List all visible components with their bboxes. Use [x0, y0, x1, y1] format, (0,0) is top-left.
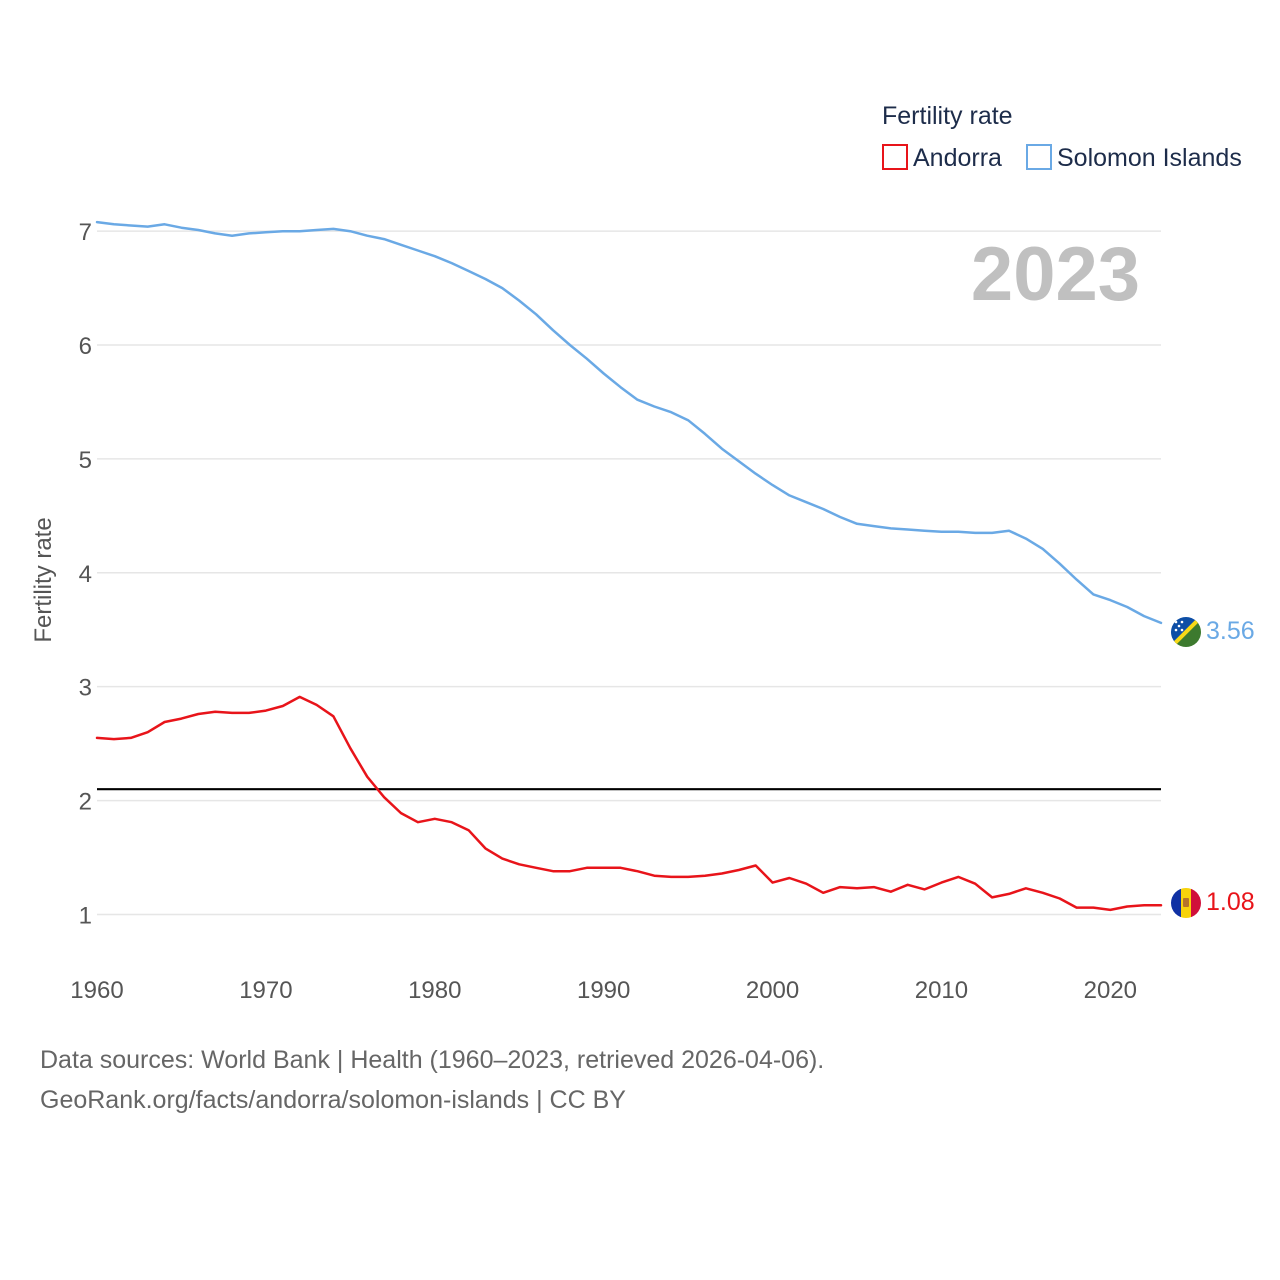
- solomon-islands-flag-icon: [1171, 617, 1201, 647]
- series-line-andorra[interactable]: [95, 695, 1163, 912]
- source-line: Data sources: World Bank | Health (1960–…: [40, 1046, 825, 1074]
- legend-label-solomon-islands: Solomon Islands: [1057, 144, 1242, 172]
- legend: Fertility rate Andorra Solomon Islands: [882, 102, 1242, 172]
- legend-item-andorra[interactable]: Andorra: [882, 144, 1002, 172]
- year-label: 2023: [971, 232, 1140, 317]
- x-tick-label-2000: 2000: [746, 977, 799, 1004]
- y-tick-label-3: 3: [79, 675, 92, 702]
- fertility-rate-chart: 1 2 3 4 5 6 7 1960 1970 1980 1990 2000 2010 2020 Fert…: [30, 102, 1255, 1004]
- credit-line: GeoRank.org/facts/andorra/solomon-island…: [40, 1086, 626, 1114]
- y-tick-label-1: 1: [79, 902, 92, 929]
- y-tick-label-7: 7: [79, 219, 92, 246]
- y-tick-label-2: 2: [79, 789, 92, 816]
- x-tick-label-2010: 2010: [915, 977, 968, 1004]
- source-note: Data sources: World Bank | Health (1960–…: [40, 1040, 824, 1120]
- x-tick-label-1960: 1960: [70, 977, 123, 1004]
- x-tick-label-1970: 1970: [239, 977, 292, 1004]
- legend-title: Fertility rate: [882, 102, 1013, 130]
- x-tick-label-1990: 1990: [577, 977, 630, 1004]
- series-lines: [95, 220, 1163, 912]
- end-label-solomon-islands: 3.56: [1206, 617, 1255, 645]
- legend-label-andorra: Andorra: [913, 144, 1002, 172]
- legend-swatch-solomon-islands: [1026, 144, 1052, 170]
- y-tick-label-4: 4: [79, 561, 92, 588]
- x-tick-label-2020: 2020: [1084, 977, 1137, 1004]
- y-axis-title: Fertility rate: [30, 517, 57, 642]
- end-label-andorra: 1.08: [1206, 888, 1255, 916]
- y-tick-label-5: 5: [79, 447, 92, 474]
- axis-ticks: 1 2 3 4 5 6 7 1960 1970 1980 1990 2000 2010 2020: [70, 219, 1137, 1004]
- andorra-flag-icon: [1171, 888, 1201, 918]
- x-tick-label-1980: 1980: [408, 977, 461, 1004]
- legend-item-solomon-islands[interactable]: Solomon Islands: [1026, 144, 1242, 172]
- gridlines: [97, 230, 1161, 916]
- series-line-solomon-islands[interactable]: [95, 220, 1163, 625]
- legend-swatch-andorra: [882, 144, 908, 170]
- y-tick-label-6: 6: [79, 333, 92, 360]
